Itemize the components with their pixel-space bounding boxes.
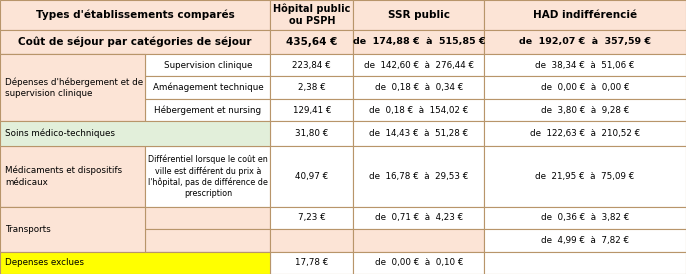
Text: 31,80 €: 31,80 € (295, 129, 329, 138)
Bar (484, 0, 686, 30)
Bar (145, 76, 270, 99)
Bar (353, 30, 484, 54)
Bar (353, 99, 484, 121)
Text: de  142,60 €  à  276,44 €: de 142,60 € à 276,44 € (364, 61, 474, 70)
Bar (270, 146, 353, 207)
Bar (353, 121, 484, 146)
Bar (0, 76, 145, 99)
Text: de  38,34 €  à  51,06 €: de 38,34 € à 51,06 € (535, 61, 635, 70)
Bar (484, 146, 686, 207)
Bar (353, 207, 484, 229)
Bar (0, 0, 270, 30)
Bar (0, 99, 145, 121)
Bar (0, 252, 270, 274)
Bar (270, 207, 353, 229)
Text: Supervision clinique: Supervision clinique (164, 61, 252, 70)
Text: Soins médico-techniques: Soins médico-techniques (5, 129, 115, 138)
Bar (145, 99, 270, 121)
Bar (484, 76, 686, 99)
Text: de  0,71 €  à  4,23 €: de 0,71 € à 4,23 € (375, 213, 463, 222)
Text: 223,84 €: 223,84 € (292, 61, 331, 70)
Text: de  14,43 €  à  51,28 €: de 14,43 € à 51,28 € (369, 129, 469, 138)
Bar (270, 252, 353, 274)
Text: de  174,88 €  à  515,85 €: de 174,88 € à 515,85 € (353, 37, 485, 46)
Bar (0, 121, 270, 146)
Bar (145, 207, 270, 229)
Bar (353, 0, 484, 30)
Bar (145, 146, 270, 207)
Text: Coût de séjour par catégories de séjour: Coût de séjour par catégories de séjour (19, 36, 252, 47)
Bar (270, 229, 353, 252)
Text: 2,38 €: 2,38 € (298, 83, 326, 92)
Text: Médicaments et dispositifs
médicaux: Médicaments et dispositifs médicaux (5, 166, 122, 187)
Text: 435,64 €: 435,64 € (286, 37, 338, 47)
Text: Transports: Transports (5, 225, 51, 234)
Bar (484, 229, 686, 252)
Bar (0, 54, 145, 121)
Bar (353, 54, 484, 76)
Bar (270, 54, 353, 76)
Text: Aménagement technique: Aménagement technique (152, 83, 263, 92)
Text: Hôpital public
ou PSPH: Hôpital public ou PSPH (273, 4, 351, 26)
Text: 17,78 €: 17,78 € (295, 258, 329, 267)
Bar (145, 54, 270, 76)
Bar (270, 121, 353, 146)
Bar (484, 99, 686, 121)
Bar (353, 76, 484, 99)
Text: Dépenses d'hébergement et de
supervision clinique: Dépenses d'hébergement et de supervision… (5, 77, 143, 98)
Text: 129,41 €: 129,41 € (292, 105, 331, 115)
Text: de  0,18 €  à  0,34 €: de 0,18 € à 0,34 € (375, 83, 463, 92)
Text: Depenses exclues: Depenses exclues (5, 258, 84, 267)
Bar (484, 252, 686, 274)
Bar (270, 76, 353, 99)
Bar (0, 252, 145, 274)
Bar (0, 207, 145, 252)
Text: de  0,18 €  à  154,02 €: de 0,18 € à 154,02 € (369, 105, 469, 115)
Bar (270, 99, 353, 121)
Text: 7,23 €: 7,23 € (298, 213, 326, 222)
Bar (0, 146, 145, 207)
Bar (0, 229, 145, 252)
Text: de  192,07 €  à  357,59 €: de 192,07 € à 357,59 € (519, 37, 651, 46)
Text: de  3,80 €  à  9,28 €: de 3,80 € à 9,28 € (541, 105, 629, 115)
Text: de  16,78 €  à  29,53 €: de 16,78 € à 29,53 € (369, 172, 469, 181)
Bar (353, 252, 484, 274)
Text: de  0,00 €  à  0,10 €: de 0,00 € à 0,10 € (375, 258, 463, 267)
Text: de  21,95 €  à  75,09 €: de 21,95 € à 75,09 € (536, 172, 635, 181)
Text: HAD indifférencié: HAD indifférencié (533, 10, 637, 20)
Text: SSR public: SSR public (388, 10, 450, 20)
Text: de  0,00 €  à  0,00 €: de 0,00 € à 0,00 € (541, 83, 630, 92)
Bar (270, 30, 353, 54)
Bar (484, 30, 686, 54)
Text: de  122,63 €  à  210,52 €: de 122,63 € à 210,52 € (530, 129, 640, 138)
Text: Hébergement et nursing: Hébergement et nursing (154, 105, 261, 115)
Text: Différentiel lorsque le coût en
ville est différent du prix à
l'hôpital, pas de : Différentiel lorsque le coût en ville es… (148, 155, 268, 198)
Bar (0, 30, 270, 54)
Bar (0, 207, 145, 229)
Bar (353, 146, 484, 207)
Bar (270, 0, 353, 30)
Bar (353, 229, 484, 252)
Bar (484, 207, 686, 229)
Bar (0, 54, 145, 76)
Bar (484, 54, 686, 76)
Bar (484, 121, 686, 146)
Text: de  4,99 €  à  7,82 €: de 4,99 € à 7,82 € (541, 236, 629, 245)
Bar (145, 229, 270, 252)
Text: Types d'établissements comparés: Types d'établissements comparés (36, 10, 235, 20)
Text: de  0,36 €  à  3,82 €: de 0,36 € à 3,82 € (541, 213, 629, 222)
Bar (145, 252, 270, 274)
Text: 40,97 €: 40,97 € (295, 172, 329, 181)
